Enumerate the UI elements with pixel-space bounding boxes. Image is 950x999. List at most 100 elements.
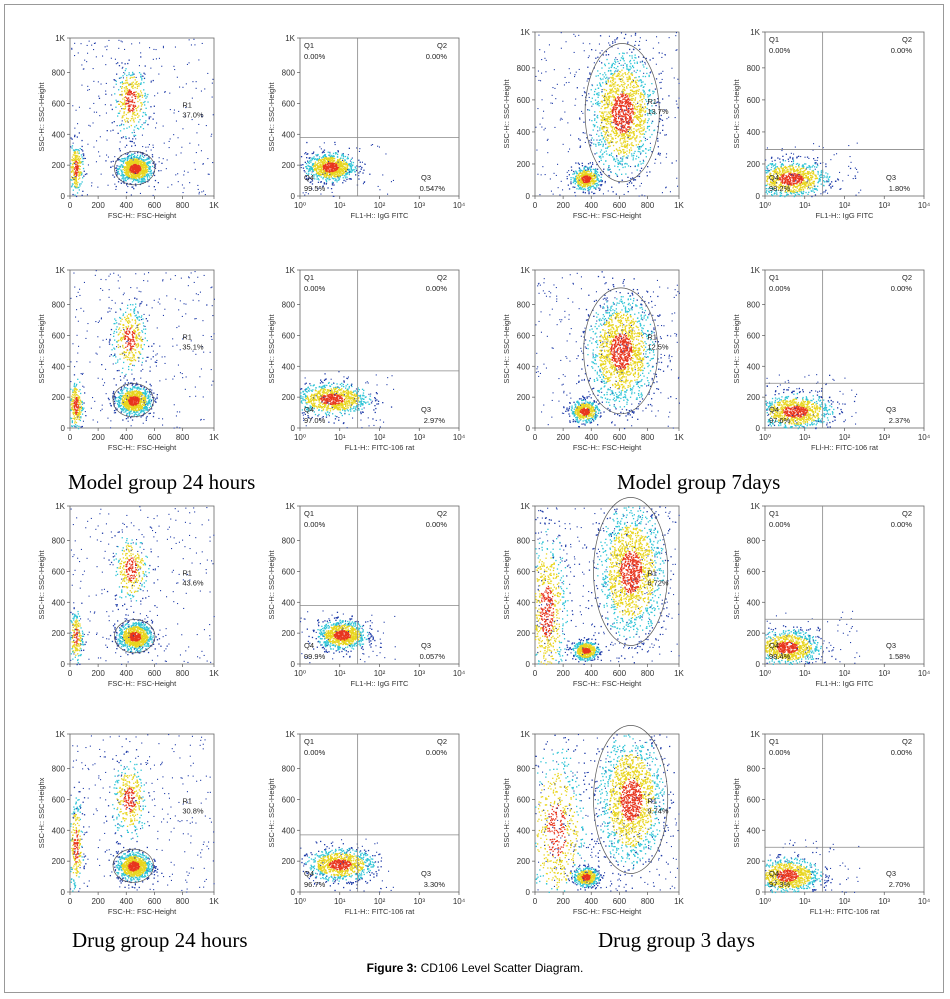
- data-point: [121, 160, 123, 163]
- data-point: [653, 129, 656, 131]
- data-point: [643, 160, 645, 162]
- data-point: [603, 103, 606, 106]
- data-point: [131, 176, 133, 179]
- data-point: [336, 174, 338, 176]
- data-point: [594, 119, 596, 121]
- data-point: [79, 177, 81, 179]
- quadrant-name: Q1: [304, 41, 314, 50]
- data-point: [126, 159, 128, 162]
- data-point: [579, 117, 581, 119]
- data-point: [577, 185, 580, 188]
- data-point: [84, 174, 86, 176]
- data-point: [147, 123, 149, 126]
- quadrant-percent: 99.5%: [304, 184, 326, 193]
- data-point: [343, 163, 346, 165]
- data-point: [660, 87, 662, 89]
- data-point: [636, 123, 639, 126]
- data-point: [133, 162, 135, 164]
- data-point: [590, 174, 592, 176]
- data-point: [188, 39, 190, 41]
- data-point: [337, 151, 339, 153]
- data-point: [80, 154, 83, 156]
- data-point: [115, 80, 117, 82]
- data-point: [613, 95, 616, 98]
- data-point: [153, 105, 155, 107]
- data-point: [627, 136, 629, 138]
- data-point: [617, 65, 619, 68]
- data-point: [354, 171, 356, 173]
- data-point: [148, 118, 150, 120]
- data-point: [142, 111, 144, 114]
- data-point: [644, 63, 646, 65]
- data-point: [637, 102, 639, 104]
- data-point: [124, 89, 126, 92]
- data-point: [133, 129, 135, 131]
- data-point: [182, 192, 184, 194]
- data-point: [629, 116, 631, 118]
- data-point: [594, 180, 596, 182]
- data-point: [583, 185, 585, 187]
- data-point: [562, 100, 564, 102]
- data-point: [79, 172, 81, 174]
- data-point: [131, 157, 133, 159]
- data-point: [599, 171, 602, 173]
- data-point: [132, 171, 134, 173]
- data-point: [166, 159, 168, 161]
- data-point: [579, 172, 582, 174]
- data-point: [345, 180, 347, 182]
- data-point: [603, 126, 605, 128]
- data-point: [157, 182, 159, 184]
- data-point: [613, 131, 615, 133]
- data-point: [634, 150, 636, 153]
- data-point: [142, 172, 145, 174]
- data-point: [335, 163, 337, 166]
- data-point: [322, 159, 325, 161]
- data-point: [78, 132, 80, 134]
- data-point: [616, 74, 619, 76]
- data-point: [629, 126, 631, 129]
- data-point: [350, 168, 352, 170]
- data-point: [632, 108, 634, 110]
- data-point: [77, 165, 79, 167]
- data-point: [620, 117, 622, 120]
- data-point: [622, 129, 624, 131]
- data-point: [130, 164, 132, 167]
- data-point: [627, 118, 629, 120]
- data-point: [141, 164, 143, 166]
- data-point: [81, 84, 83, 86]
- data-point: [138, 178, 140, 180]
- data-point: [112, 160, 114, 162]
- data-point: [334, 164, 337, 166]
- data-point: [588, 78, 590, 80]
- y-axis-label: SSC-H:: SSC-Height: [267, 81, 276, 151]
- data-point: [643, 66, 645, 68]
- data-point: [140, 160, 142, 162]
- data-point: [135, 159, 137, 161]
- data-point: [372, 144, 374, 146]
- data-point: [568, 68, 570, 70]
- data-point: [619, 113, 621, 115]
- data-point: [140, 176, 142, 178]
- data-point: [131, 170, 133, 172]
- data-point: [628, 110, 630, 112]
- data-point: [128, 166, 130, 168]
- data-point: [605, 143, 607, 145]
- data-point: [611, 122, 613, 124]
- data-point: [656, 36, 658, 38]
- data-point: [332, 156, 334, 158]
- data-point: [133, 136, 135, 138]
- data-point: [130, 109, 132, 111]
- data-point: [334, 173, 337, 176]
- data-point: [71, 147, 73, 149]
- data-point: [641, 98, 644, 101]
- data-point: [132, 138, 134, 140]
- data-point: [625, 118, 628, 120]
- data-point: [584, 172, 586, 174]
- data-point: [658, 152, 660, 154]
- data-point: [583, 184, 585, 186]
- data-point: [137, 164, 139, 166]
- data-point: [662, 98, 664, 100]
- data-point: [584, 141, 586, 143]
- data-point: [626, 107, 628, 109]
- data-point: [336, 167, 339, 169]
